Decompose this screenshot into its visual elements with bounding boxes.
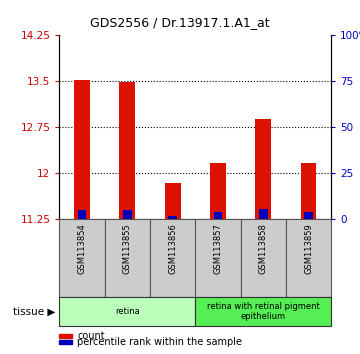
FancyBboxPatch shape: [59, 219, 105, 297]
FancyBboxPatch shape: [195, 297, 331, 326]
Bar: [304, 212, 313, 219]
Text: GSM113854: GSM113854: [77, 223, 86, 274]
Text: count: count: [77, 331, 105, 341]
Text: retina: retina: [115, 307, 140, 316]
FancyBboxPatch shape: [195, 219, 240, 297]
Bar: [165, 183, 181, 219]
Text: percentile rank within the sample: percentile rank within the sample: [77, 337, 242, 347]
FancyBboxPatch shape: [59, 297, 195, 326]
Text: GDS2556 / Dr.13917.1.A1_at: GDS2556 / Dr.13917.1.A1_at: [90, 16, 270, 29]
Text: GSM113858: GSM113858: [259, 223, 268, 274]
Text: retina with retinal pigment
epithelium: retina with retinal pigment epithelium: [207, 302, 320, 321]
FancyBboxPatch shape: [286, 219, 331, 297]
FancyBboxPatch shape: [240, 219, 286, 297]
Bar: [259, 209, 267, 219]
Bar: [168, 216, 177, 219]
Bar: [74, 80, 90, 219]
Text: GSM113857: GSM113857: [213, 223, 222, 274]
Text: tissue ▶: tissue ▶: [13, 307, 56, 316]
Text: GSM113859: GSM113859: [304, 223, 313, 274]
Bar: [123, 210, 132, 219]
Bar: [213, 212, 222, 219]
Bar: [59, 340, 72, 344]
Bar: [255, 119, 271, 219]
Text: GSM113856: GSM113856: [168, 223, 177, 274]
FancyBboxPatch shape: [105, 219, 150, 297]
Bar: [301, 163, 316, 219]
Bar: [59, 333, 72, 338]
FancyBboxPatch shape: [150, 219, 195, 297]
Bar: [120, 82, 135, 219]
Bar: [210, 163, 226, 219]
Bar: [78, 210, 86, 219]
Text: GSM113855: GSM113855: [123, 223, 132, 274]
